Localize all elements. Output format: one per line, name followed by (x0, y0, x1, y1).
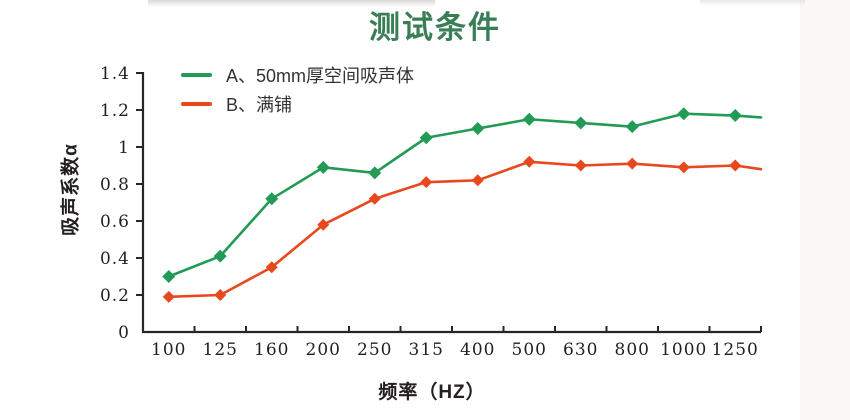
top-edge-shadow (148, 0, 435, 7)
series-b-marker (368, 192, 381, 205)
x-tick-label: 400 (460, 340, 495, 360)
series-b-marker (214, 289, 227, 301)
series-b-marker (471, 174, 484, 187)
series-a-marker (265, 192, 279, 206)
legend-label-series-b: B、满铺 (226, 95, 293, 115)
series-a-marker (316, 160, 330, 174)
chart-title: 测试条件 (369, 10, 501, 45)
x-tick-label: 630 (563, 340, 598, 360)
y-tick-label: 0.8 (100, 175, 130, 195)
x-tick-label: 125 (203, 340, 238, 360)
series-b-marker (420, 176, 433, 189)
series-b-marker (677, 161, 690, 174)
series-a-marker (368, 166, 382, 180)
x-axis-title: 频率（HZ） (378, 382, 486, 403)
series-a-marker (213, 249, 227, 263)
legend-label-series-a: A、50mm厚空间吸声体 (226, 66, 415, 86)
series-b-line (167, 160, 763, 299)
y-tick-label: 1 (118, 138, 130, 158)
y-tick-label: 0.6 (100, 212, 130, 232)
page-right-strip (800, 0, 850, 420)
series-a-marker (625, 120, 639, 134)
legend-item-series-b: B、满铺 (181, 92, 292, 116)
x-tick-label: 160 (254, 340, 289, 360)
y-tick-label: 0 (118, 323, 130, 343)
series-a-marker (677, 107, 691, 121)
series-b-marker (265, 261, 278, 274)
y-tick-label: 0.2 (100, 286, 130, 306)
x-tick-label: 100 (151, 340, 186, 360)
series-a-line-swatch (181, 72, 212, 78)
x-tick-label: 500 (512, 340, 547, 360)
series-a-marker (522, 112, 536, 126)
series-b-marker (574, 159, 587, 172)
x-tick-label: 315 (409, 340, 444, 360)
series-a-marker (574, 116, 588, 130)
series-b-marker (317, 218, 330, 231)
series-a-line (167, 112, 763, 278)
series-b-marker (626, 157, 639, 170)
y-tick-label: 1.2 (100, 101, 130, 121)
series-a-marker (471, 122, 485, 135)
y-tick-label: 1.4 (100, 64, 130, 84)
x-tick-label: 250 (357, 340, 392, 360)
series-a-marker (162, 270, 176, 283)
series-b-marker (162, 290, 175, 303)
series-b-marker (729, 159, 742, 172)
series-b-marker (523, 155, 536, 168)
x-tick-label: 1000 (660, 340, 707, 360)
legend-item-series-a: A、50mm厚空间吸声体 (181, 63, 414, 87)
x-tick-label: 800 (615, 340, 650, 360)
series-a-marker (728, 109, 742, 123)
x-tick-label: 200 (306, 340, 341, 360)
series-b-line-swatch (181, 101, 212, 107)
y-axis-title: 吸声系数α (60, 143, 82, 236)
y-tick-label: 0.4 (100, 249, 130, 269)
top-edge-shadow-right (700, 0, 805, 6)
series-a-marker (419, 131, 433, 145)
x-tick-label: 1250 (712, 340, 759, 360)
